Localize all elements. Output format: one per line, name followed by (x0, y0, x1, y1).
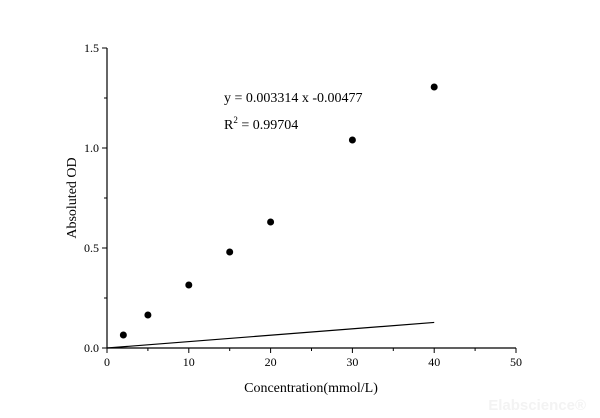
y-tick-label: 1.5 (84, 41, 99, 55)
equation-label: y = 0.003314 x -0.00477 (224, 91, 363, 106)
data-point (185, 281, 193, 289)
x-tick-label: 50 (510, 355, 522, 369)
data-points (119, 83, 438, 339)
data-point (348, 136, 356, 144)
tick-labels: 0 10 20 30 40 50 0.0 0.5 1.0 1.5 (84, 41, 522, 369)
x-tick-label: 10 (183, 355, 195, 369)
y-tick-label: 1.0 (84, 141, 99, 155)
y-axis-title: Absoluted OD (65, 157, 80, 238)
data-point (226, 248, 234, 256)
x-tick-label: 40 (428, 355, 440, 369)
y-tick-label: 0.5 (84, 241, 99, 255)
data-point (267, 218, 275, 226)
x-axis-title: Concentration(mmol/L) (244, 381, 378, 396)
y-tick-label: 0.0 (84, 341, 99, 355)
data-point (144, 311, 152, 319)
x-tick-label: 20 (265, 355, 277, 369)
watermark: Elabscience® (488, 397, 586, 414)
fit-line (106, 321, 435, 349)
data-point (119, 331, 127, 339)
x-tick-label: 0 (104, 355, 110, 369)
data-point (430, 83, 438, 91)
r-squared-label: R2 = 0.99704 (224, 115, 298, 133)
x-tick-label: 30 (346, 355, 358, 369)
axes (102, 47, 517, 353)
